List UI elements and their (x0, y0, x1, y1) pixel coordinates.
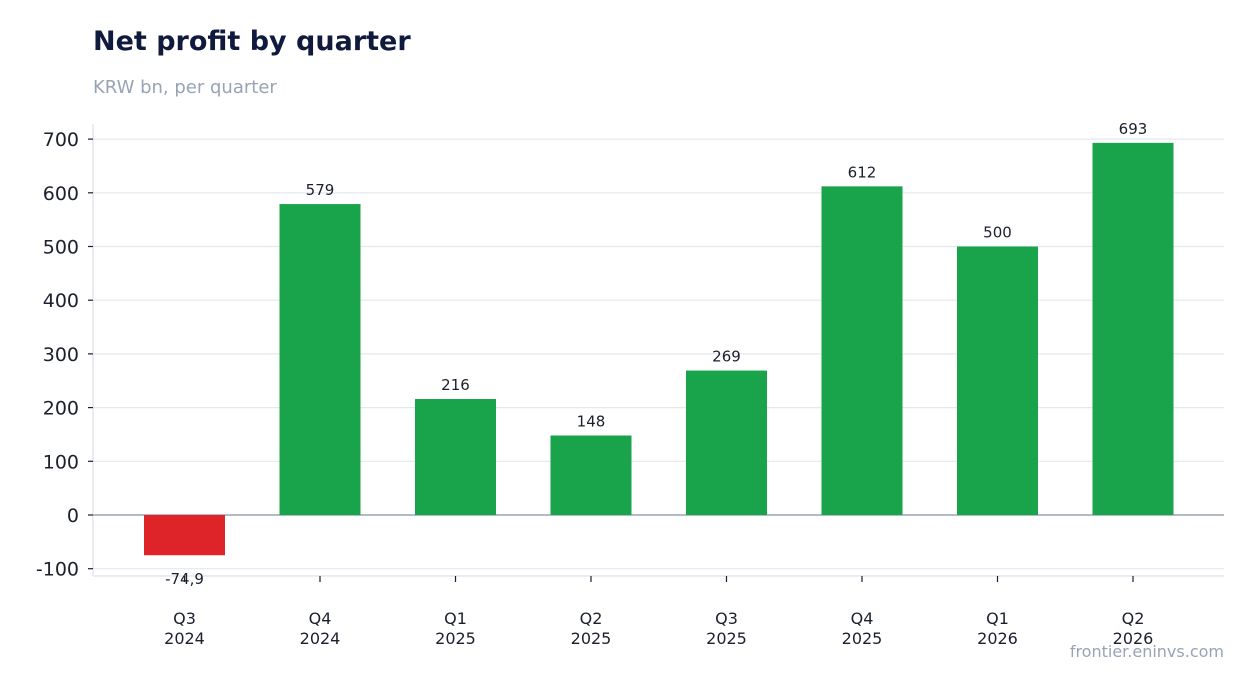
bar (550, 435, 632, 515)
bars (144, 142, 1174, 556)
bar (1092, 142, 1174, 515)
data-label: 269 (712, 348, 741, 366)
axes (92, 124, 1224, 577)
source-watermark: frontier.eninvs.com (1069, 642, 1224, 661)
data-label: 693 (1119, 120, 1148, 138)
y-tick-label: 200 (43, 398, 79, 420)
y-axis-ticks: -100 0 100 200 300 400 500 600 700 (36, 129, 93, 581)
x-tick-label: Q2 2026 (1113, 609, 1154, 648)
x-tick-label: Q4 2025 (842, 609, 883, 648)
y-tick-label: 600 (43, 183, 79, 205)
x-tick-label: Q3 2025 (706, 609, 747, 648)
chart-subtitle: KRW bn, per quarter (93, 77, 277, 98)
data-label: 216 (441, 376, 470, 394)
x-tick-label: Q1 2025 (435, 609, 476, 648)
data-label: 612 (848, 163, 877, 181)
chart-title: Net profit by quarter (93, 26, 411, 57)
x-tick-label: Q2 2025 (571, 609, 612, 648)
bar (821, 186, 903, 515)
y-tick-label: 100 (43, 451, 79, 473)
x-tick-label: Q3 2024 (164, 609, 205, 648)
x-tick-label: Q1 2026 (977, 609, 1018, 648)
gridlines (93, 138, 1224, 570)
bar (415, 399, 496, 515)
bar (686, 370, 767, 515)
y-tick-label: 700 (43, 129, 79, 151)
data-label: 148 (577, 413, 606, 431)
y-tick-label: 0 (67, 505, 79, 527)
y-tick-label: 500 (43, 237, 79, 259)
x-tick-label: Q4 2024 (300, 609, 341, 648)
y-tick-label: -100 (36, 559, 79, 581)
x-axis-ticks: Q3 2024 Q4 2024 Q1 2025 Q2 2025 Q3 2025 Q4 2025 Q1 20… (164, 576, 1153, 648)
y-tick-label: 400 (43, 290, 79, 312)
bar (957, 246, 1038, 515)
bar (144, 515, 225, 556)
bar (279, 204, 361, 515)
data-label: 500 (983, 224, 1012, 242)
y-tick-label: 300 (43, 344, 79, 366)
data-label: 579 (306, 181, 335, 199)
